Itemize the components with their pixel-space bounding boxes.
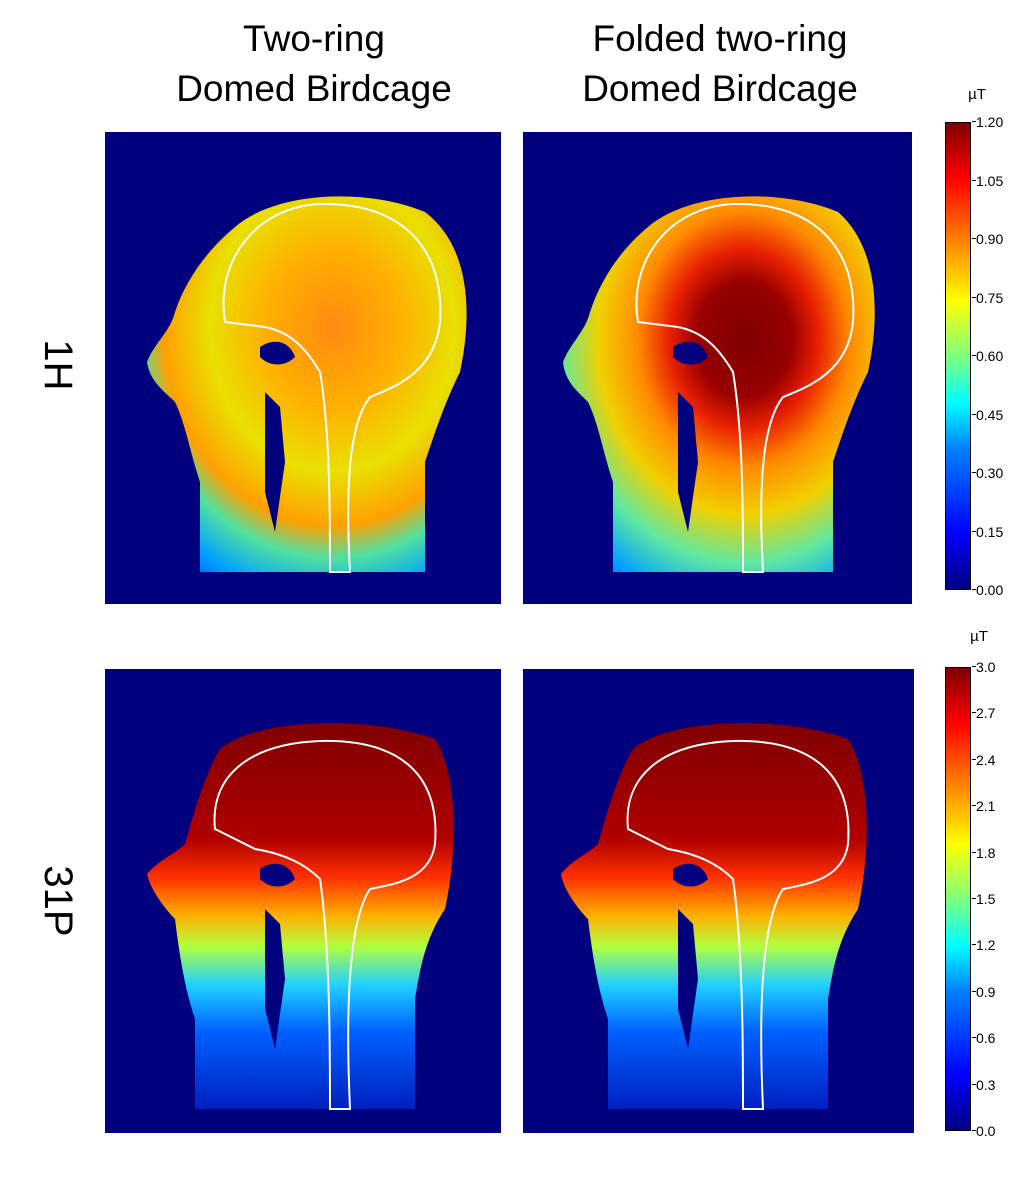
colorbar-tick-label: 0.60 [971,348,1004,364]
colorbar-tick-label: 0.3 [971,1076,996,1093]
head-field-map [147,196,467,572]
head-field-map [147,722,454,1109]
row-label-31p: 31P [36,865,80,937]
heatmap-1h-folded-two-ring [523,132,912,604]
colorbar-31p [945,667,971,1131]
row-label-1h: 1H [36,339,80,391]
brain-outline [222,202,442,573]
column-title-line1: Folded two-ring [592,18,848,59]
brain-outline [626,739,850,1110]
colorbar-tick-label: 0.15 [971,523,1004,540]
airway-shape [673,341,708,532]
column-title-line2: Domed Birdcage [582,68,858,109]
colorbar-tick-label: 2.1 [971,798,996,815]
heatmap-31p-folded-two-ring [523,669,914,1133]
colorbar-tick-label: 0.75 [971,289,1004,306]
colorbar-tick-label: 0.45 [971,406,1004,423]
head-field-map [563,196,875,572]
colorbar-tick-label: 0.30 [971,465,1004,481]
heatmap-31p-two-ring [105,669,501,1133]
colorbar-tick-label: 1.5 [971,891,996,907]
colorbar-tick-label: 2.4 [971,751,996,768]
column-title-line2: Domed Birdcage [176,68,452,109]
colorbar-tick-label: 3.0 [971,659,996,675]
colorbar-1h [945,122,971,590]
colorbar-tick-label: 1.20 [971,114,1004,130]
airway-shape [260,341,295,532]
column-title-folded-two-ring: Folded two-ring Domed Birdcage [510,14,930,114]
colorbar-tick-label: 0.90 [971,231,1004,247]
colorbar-unit-31p: µT [970,628,988,645]
colorbar-tick-label: 0.9 [971,983,996,1000]
brain-outline [635,202,855,573]
colorbar-unit-1h: µT [968,86,986,103]
brain-outline [213,739,437,1110]
colorbar-tick-label: 2.7 [971,705,996,722]
airway-shape [260,863,295,1049]
colorbar-tick-label: 0.6 [971,1030,996,1047]
colorbar-tick-label: 1.2 [971,937,996,954]
colorbar-tick-label: 1.05 [971,172,1004,189]
colorbar-tick-label: 0.0 [971,1123,996,1139]
head-field-map [561,722,867,1109]
airway-shape [673,863,708,1049]
column-title-line1: Two-ring [243,18,385,59]
heatmap-1h-two-ring [105,132,501,604]
colorbar-tick-label: 0.00 [971,582,1004,598]
colorbar-tick-label: 1.8 [971,844,996,861]
column-title-two-ring: Two-ring Domed Birdcage [104,14,524,114]
